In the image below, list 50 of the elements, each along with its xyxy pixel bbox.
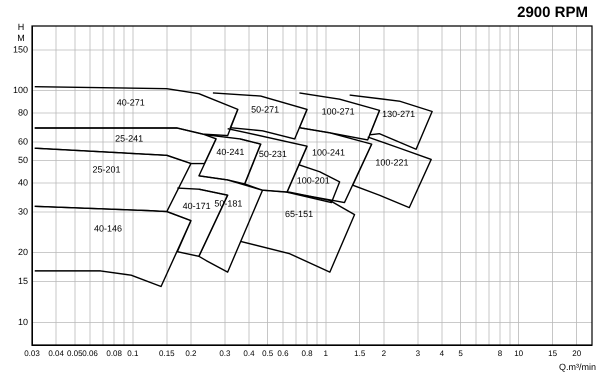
x-tick-label: 2	[382, 349, 387, 358]
series-label: 50-271	[251, 104, 280, 114]
y-tick-label: 40	[18, 177, 28, 188]
x-tick-label: 0.3	[219, 349, 232, 358]
x-tick-label: 0.15	[159, 349, 176, 358]
x-tick-label: 4	[440, 349, 445, 358]
y-tick-label: 100	[12, 85, 28, 96]
x-tick-label: 1	[324, 349, 329, 358]
x-tick-label: 20	[572, 349, 582, 358]
y-tick-label: 15	[18, 276, 28, 286]
x-tick-label: 0.03	[24, 349, 40, 358]
y-tick-label: 150	[12, 44, 28, 54]
x-tick-label: 10	[514, 349, 524, 358]
x-tick-label: 0.04	[48, 349, 64, 358]
series-label: 40-241	[216, 147, 244, 158]
y-axis-title: H M	[16, 22, 26, 44]
x-tick-label: 5	[458, 349, 464, 358]
x-tick-label: 1.5	[354, 349, 366, 358]
y-tick-label: 20	[18, 247, 28, 258]
y-tick-label: 10	[18, 317, 28, 328]
x-tick-label: 3	[416, 349, 421, 358]
chart-title: 2900 RPM	[517, 4, 588, 21]
x-tick-label: 0.06	[82, 349, 98, 358]
x-tick-label: 0.4	[243, 349, 256, 358]
y-tick-label: 60	[18, 136, 28, 147]
y-tick-label: 30	[18, 206, 28, 216]
series-label: 25-201	[92, 164, 121, 174]
series-label: 25-241	[115, 133, 144, 144]
series-label: 100-241	[312, 148, 346, 158]
x-tick-label: 0.1	[127, 349, 139, 358]
series-label: 40-271	[116, 97, 145, 108]
x-tick-label: 0.5	[262, 349, 274, 358]
x-axis-title: Q.m³/min	[559, 362, 596, 372]
x-tick-label: 15	[548, 349, 558, 358]
series-label: 100-201	[296, 176, 330, 186]
y-tick-label: 80	[18, 108, 28, 118]
series-label: 130-271	[382, 109, 416, 120]
series-label: 50-231	[258, 149, 287, 160]
series-label: 40-146	[94, 224, 122, 234]
series-label: 100-271	[322, 106, 355, 116]
x-tick-label: 8	[498, 349, 503, 358]
y-tick-label: 50	[18, 154, 28, 165]
x-tick-label: 0.6	[277, 349, 290, 358]
x-tick-label: 0.8	[302, 349, 314, 358]
x-tick-label: 0.05	[67, 349, 84, 358]
series-label: 40-171	[182, 201, 211, 212]
series-label: 100-221	[375, 158, 408, 168]
x-tick-label: 0.08	[106, 349, 122, 358]
series-label: 65-151	[285, 208, 314, 219]
x-tick-label: 0.2	[185, 349, 198, 358]
